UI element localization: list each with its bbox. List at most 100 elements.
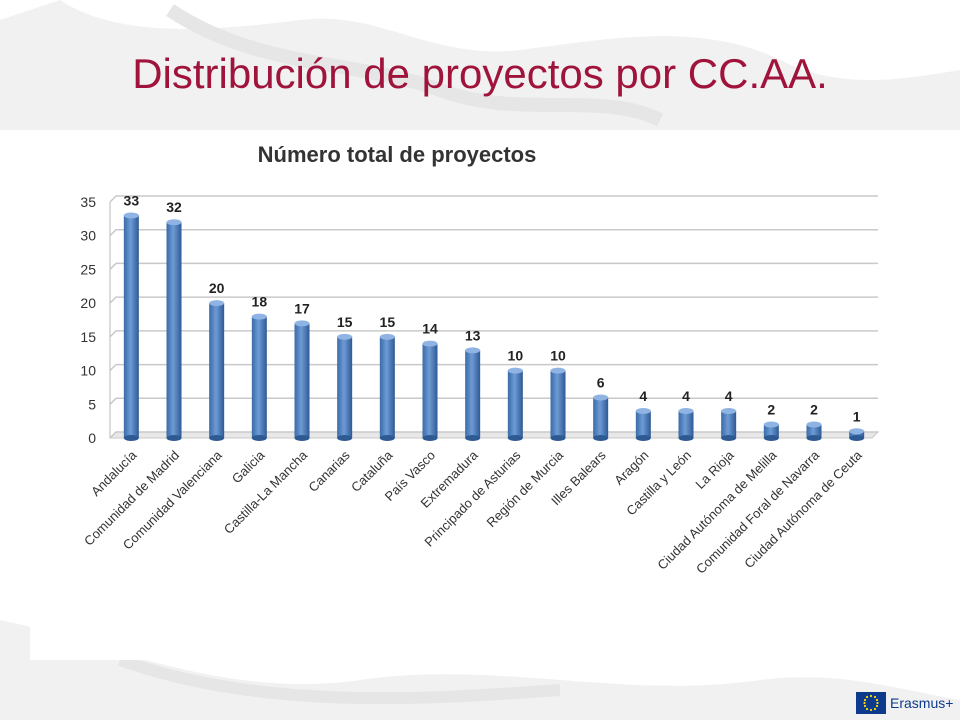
bar-base [294, 435, 310, 441]
bar-base [251, 435, 267, 441]
bar [379, 336, 395, 438]
gridline [109, 296, 878, 304]
bar [209, 303, 225, 438]
chart-floor [108, 431, 880, 439]
bar [550, 370, 566, 438]
gridline [109, 431, 878, 439]
bar [337, 336, 353, 438]
bar-base [721, 435, 737, 441]
bar-cap [806, 421, 822, 428]
bar-base [337, 435, 353, 441]
x-tick-label: Canarias [305, 447, 353, 495]
bar-cap [465, 347, 481, 354]
bar [507, 370, 523, 438]
bar [806, 424, 822, 438]
data-label: 10 [508, 348, 524, 364]
bar-base [209, 435, 225, 441]
bar-base [806, 435, 822, 441]
data-label: 6 [597, 375, 605, 391]
bar-cap [294, 320, 310, 327]
bar-cap [251, 313, 267, 320]
bar-cap [123, 212, 139, 219]
bar-base [422, 435, 438, 441]
bar-cap [593, 394, 609, 401]
chart-panel: Número total de proyectos 0 5 10 15 20 25 30 35 3… [30, 130, 916, 660]
erasmus-logo: Erasmus+ [856, 690, 953, 716]
bar [251, 316, 267, 438]
bar-cap [763, 421, 779, 428]
bar [721, 411, 737, 438]
bar [123, 215, 139, 438]
bar [294, 323, 310, 438]
bar [465, 350, 481, 438]
bar [763, 424, 779, 438]
y-tick-label: 5 [88, 396, 96, 412]
x-tick-label: Región de Murcia [483, 447, 566, 530]
gridline [109, 262, 878, 270]
data-label: 2 [767, 402, 775, 418]
bar [166, 222, 182, 438]
bar-base [849, 435, 865, 441]
y-tick-label: 15 [80, 329, 96, 345]
bar-base [550, 435, 566, 441]
bar-base [635, 435, 651, 441]
bar-cap [209, 300, 225, 307]
bar-base [465, 435, 481, 441]
bar-cap [337, 333, 353, 340]
bar-base [678, 435, 694, 441]
data-label: 32 [166, 199, 182, 215]
data-label: 1 [853, 408, 861, 424]
bar-cap [849, 428, 865, 435]
data-label: 33 [124, 192, 140, 208]
gridline [109, 228, 878, 237]
bar-chart: Número total de proyectos 0 5 10 15 20 25 30 35 3… [80, 142, 880, 577]
bar-cap [721, 408, 737, 415]
bar-base [763, 435, 779, 441]
bar [422, 343, 438, 438]
slide-title: Distribución de proyectos por CC.AA. [132, 50, 828, 97]
gridline [109, 363, 878, 372]
y-tick-label: 30 [80, 228, 96, 244]
bar-base [507, 435, 523, 441]
data-label: 4 [639, 388, 647, 404]
data-label: 10 [550, 348, 566, 364]
bar-base [166, 435, 182, 441]
data-label: 15 [337, 314, 353, 330]
gridline [109, 397, 878, 405]
chart-title: Número total de proyectos [258, 142, 537, 167]
bar [593, 397, 609, 438]
y-tick-label: 20 [80, 295, 96, 311]
data-label: 4 [725, 388, 733, 404]
data-label: 2 [810, 402, 818, 418]
bar-cap [166, 219, 182, 226]
data-label: 18 [252, 294, 268, 310]
data-label: 14 [422, 321, 438, 337]
gridline [109, 330, 878, 338]
eu-flag-icon [856, 692, 886, 714]
x-tick-label: Aragón [611, 448, 651, 488]
bar-cap [422, 340, 438, 347]
bar-cap [635, 408, 651, 415]
x-tick-label: Castilla-La Mancha [221, 447, 311, 537]
bar-base [379, 435, 395, 441]
bar-cap [507, 367, 523, 374]
bar [678, 411, 694, 438]
data-label: 4 [682, 388, 690, 404]
bar-base [123, 435, 139, 441]
y-tick-label: 25 [80, 261, 96, 277]
y-tick-label: 10 [80, 363, 96, 379]
data-label: 20 [209, 280, 225, 296]
y-tick-label: 35 [80, 194, 96, 210]
bar-cap [379, 333, 395, 340]
erasmus-label: Erasmus+ [890, 695, 954, 711]
data-label: 15 [380, 314, 396, 330]
x-tick-label: Galicia [229, 447, 268, 486]
y-tick-label: 0 [88, 430, 96, 446]
data-label: 17 [294, 300, 310, 316]
bar [849, 431, 865, 438]
bar-base [593, 435, 609, 441]
gridline [109, 195, 878, 203]
bar-cap [550, 367, 566, 374]
bar-cap [678, 408, 694, 415]
